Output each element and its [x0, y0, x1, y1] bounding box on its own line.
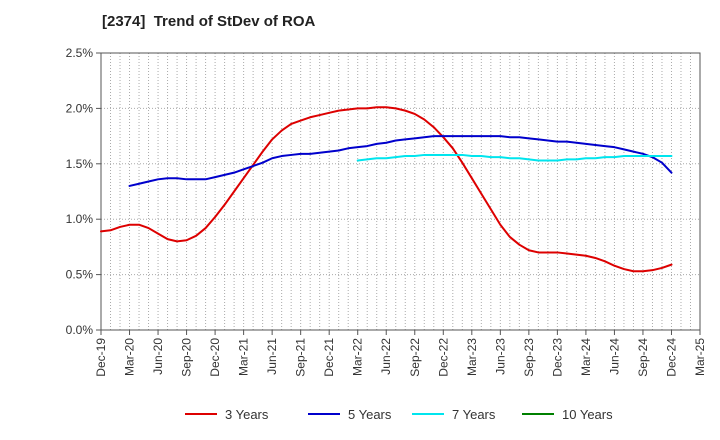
x-tick-label: Sep-20 — [180, 338, 194, 377]
x-tick-label: Dec-22 — [436, 338, 450, 377]
legend-label-10-years: 10 Years — [562, 407, 613, 422]
y-tick-label: 1.5% — [66, 157, 94, 171]
x-tick-label: Sep-23 — [522, 338, 536, 377]
series-line-5-years — [128, 135, 673, 187]
x-tick-label: Jun-24 — [607, 338, 621, 375]
x-tick-label: Mar-21 — [237, 338, 251, 376]
series-line-7-years — [356, 153, 673, 162]
legend-label-7-years: 7 Years — [452, 407, 496, 422]
plot-area — [101, 53, 700, 330]
x-tick-label: Mar-22 — [351, 338, 365, 376]
y-tick-label: 2.0% — [66, 101, 94, 115]
x-tick-label: Mar-20 — [123, 338, 137, 376]
series-line-3-years — [100, 106, 673, 273]
legend-label-5-years: 5 Years — [348, 407, 392, 422]
x-tick-label: Mar-23 — [465, 338, 479, 376]
plot-border — [100, 52, 701, 331]
y-tick-label: 0.0% — [66, 323, 94, 337]
x-tick-label: Mar-24 — [579, 338, 593, 376]
y-tick-label: 0.5% — [66, 268, 94, 282]
legend-label-3-years: 3 Years — [225, 407, 269, 422]
y-tick-label: 1.0% — [66, 212, 94, 226]
x-tick-label: Dec-21 — [322, 338, 336, 377]
y-tick-label: 2.5% — [66, 46, 94, 60]
x-tick-label: Jun-21 — [265, 338, 279, 375]
x-tick-label: Dec-23 — [550, 338, 564, 377]
x-tick-label: Jun-20 — [151, 338, 165, 375]
x-tick-label: Sep-22 — [408, 338, 422, 377]
x-tick-label: Mar-25 — [693, 338, 707, 376]
x-tick-label: Dec-20 — [208, 338, 222, 377]
x-tick-label: Dec-24 — [664, 338, 678, 377]
x-tick-label: Jun-22 — [379, 338, 393, 375]
x-tick-label: Dec-19 — [94, 338, 108, 377]
x-tick-label: Jun-23 — [493, 338, 507, 375]
chart-title: [2374] Trend of StDev of ROA — [102, 13, 316, 30]
x-tick-label: Sep-21 — [294, 338, 308, 377]
x-tick-label: Sep-24 — [636, 338, 650, 377]
